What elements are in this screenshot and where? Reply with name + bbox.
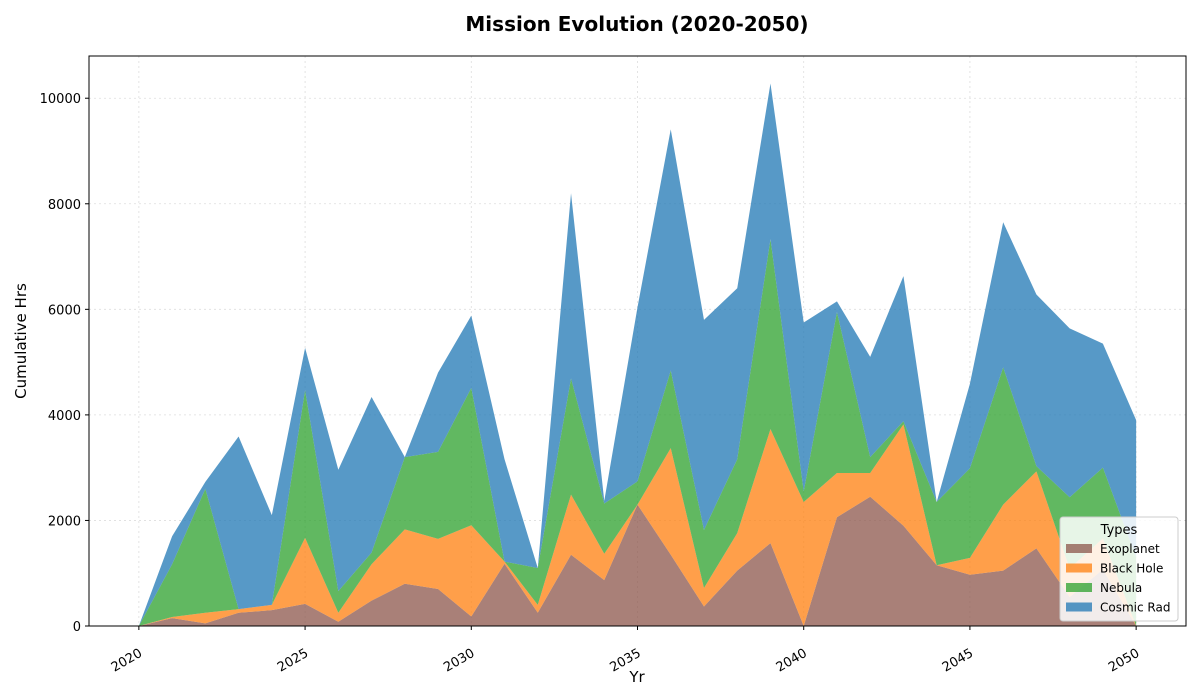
legend-title: Types <box>1100 523 1138 538</box>
x-tick-label: 2040 <box>774 646 810 676</box>
y-tick-label: 6000 <box>48 303 81 318</box>
area-black-hole <box>138 424 1137 626</box>
y-tick-label: 0 <box>73 620 81 635</box>
y-tick-label: 2000 <box>48 514 81 529</box>
x-tick-label: 2025 <box>275 646 311 676</box>
chart-title: Mission Evolution (2020-2050) <box>465 12 808 36</box>
y-tick-label: 10000 <box>40 92 81 107</box>
y-tick-label: 4000 <box>48 409 81 424</box>
legend-label-exoplanet: Exoplanet <box>1100 542 1160 556</box>
legend-box <box>1059 516 1179 622</box>
legend-swatch-black-hole <box>1066 563 1092 573</box>
legend-items: Exoplanet Black Hole Nebula Cosmic Rad <box>1066 542 1170 615</box>
x-tick-label: 2050 <box>1106 646 1142 676</box>
legend: Types Exoplanet Black Hole Nebula Cosmic Ra… <box>1059 516 1179 622</box>
y-axis-label: Cumulative Hrs <box>12 283 30 399</box>
legend-swatch-nebula <box>1066 583 1092 592</box>
legend-label-cosmic-rad: Cosmic Rad <box>1100 601 1170 615</box>
x-axis-label: Yr <box>628 668 645 686</box>
legend-swatch-cosmic-rad <box>1066 602 1092 612</box>
legend-label-nebula: Nebula <box>1100 581 1142 595</box>
area-series-layer <box>138 83 1137 626</box>
x-tick-label: 2020 <box>109 646 145 676</box>
x-axis-ticks: 2020 2025 2030 2035 2040 2045 2050 <box>109 626 1142 675</box>
area-cosmic-rad <box>138 83 1137 626</box>
x-tick-label: 2045 <box>940 646 976 676</box>
legend-swatch-exoplanet <box>1066 544 1092 553</box>
y-axis-ticks: 0 2000 4000 6000 8000 10000 <box>40 92 89 635</box>
x-tick-label: 2030 <box>441 646 477 676</box>
y-tick-label: 8000 <box>48 198 81 213</box>
legend-label-black-hole: Black Hole <box>1100 562 1163 576</box>
area-nebula <box>138 239 1137 626</box>
area-exoplanet <box>138 496 1137 626</box>
